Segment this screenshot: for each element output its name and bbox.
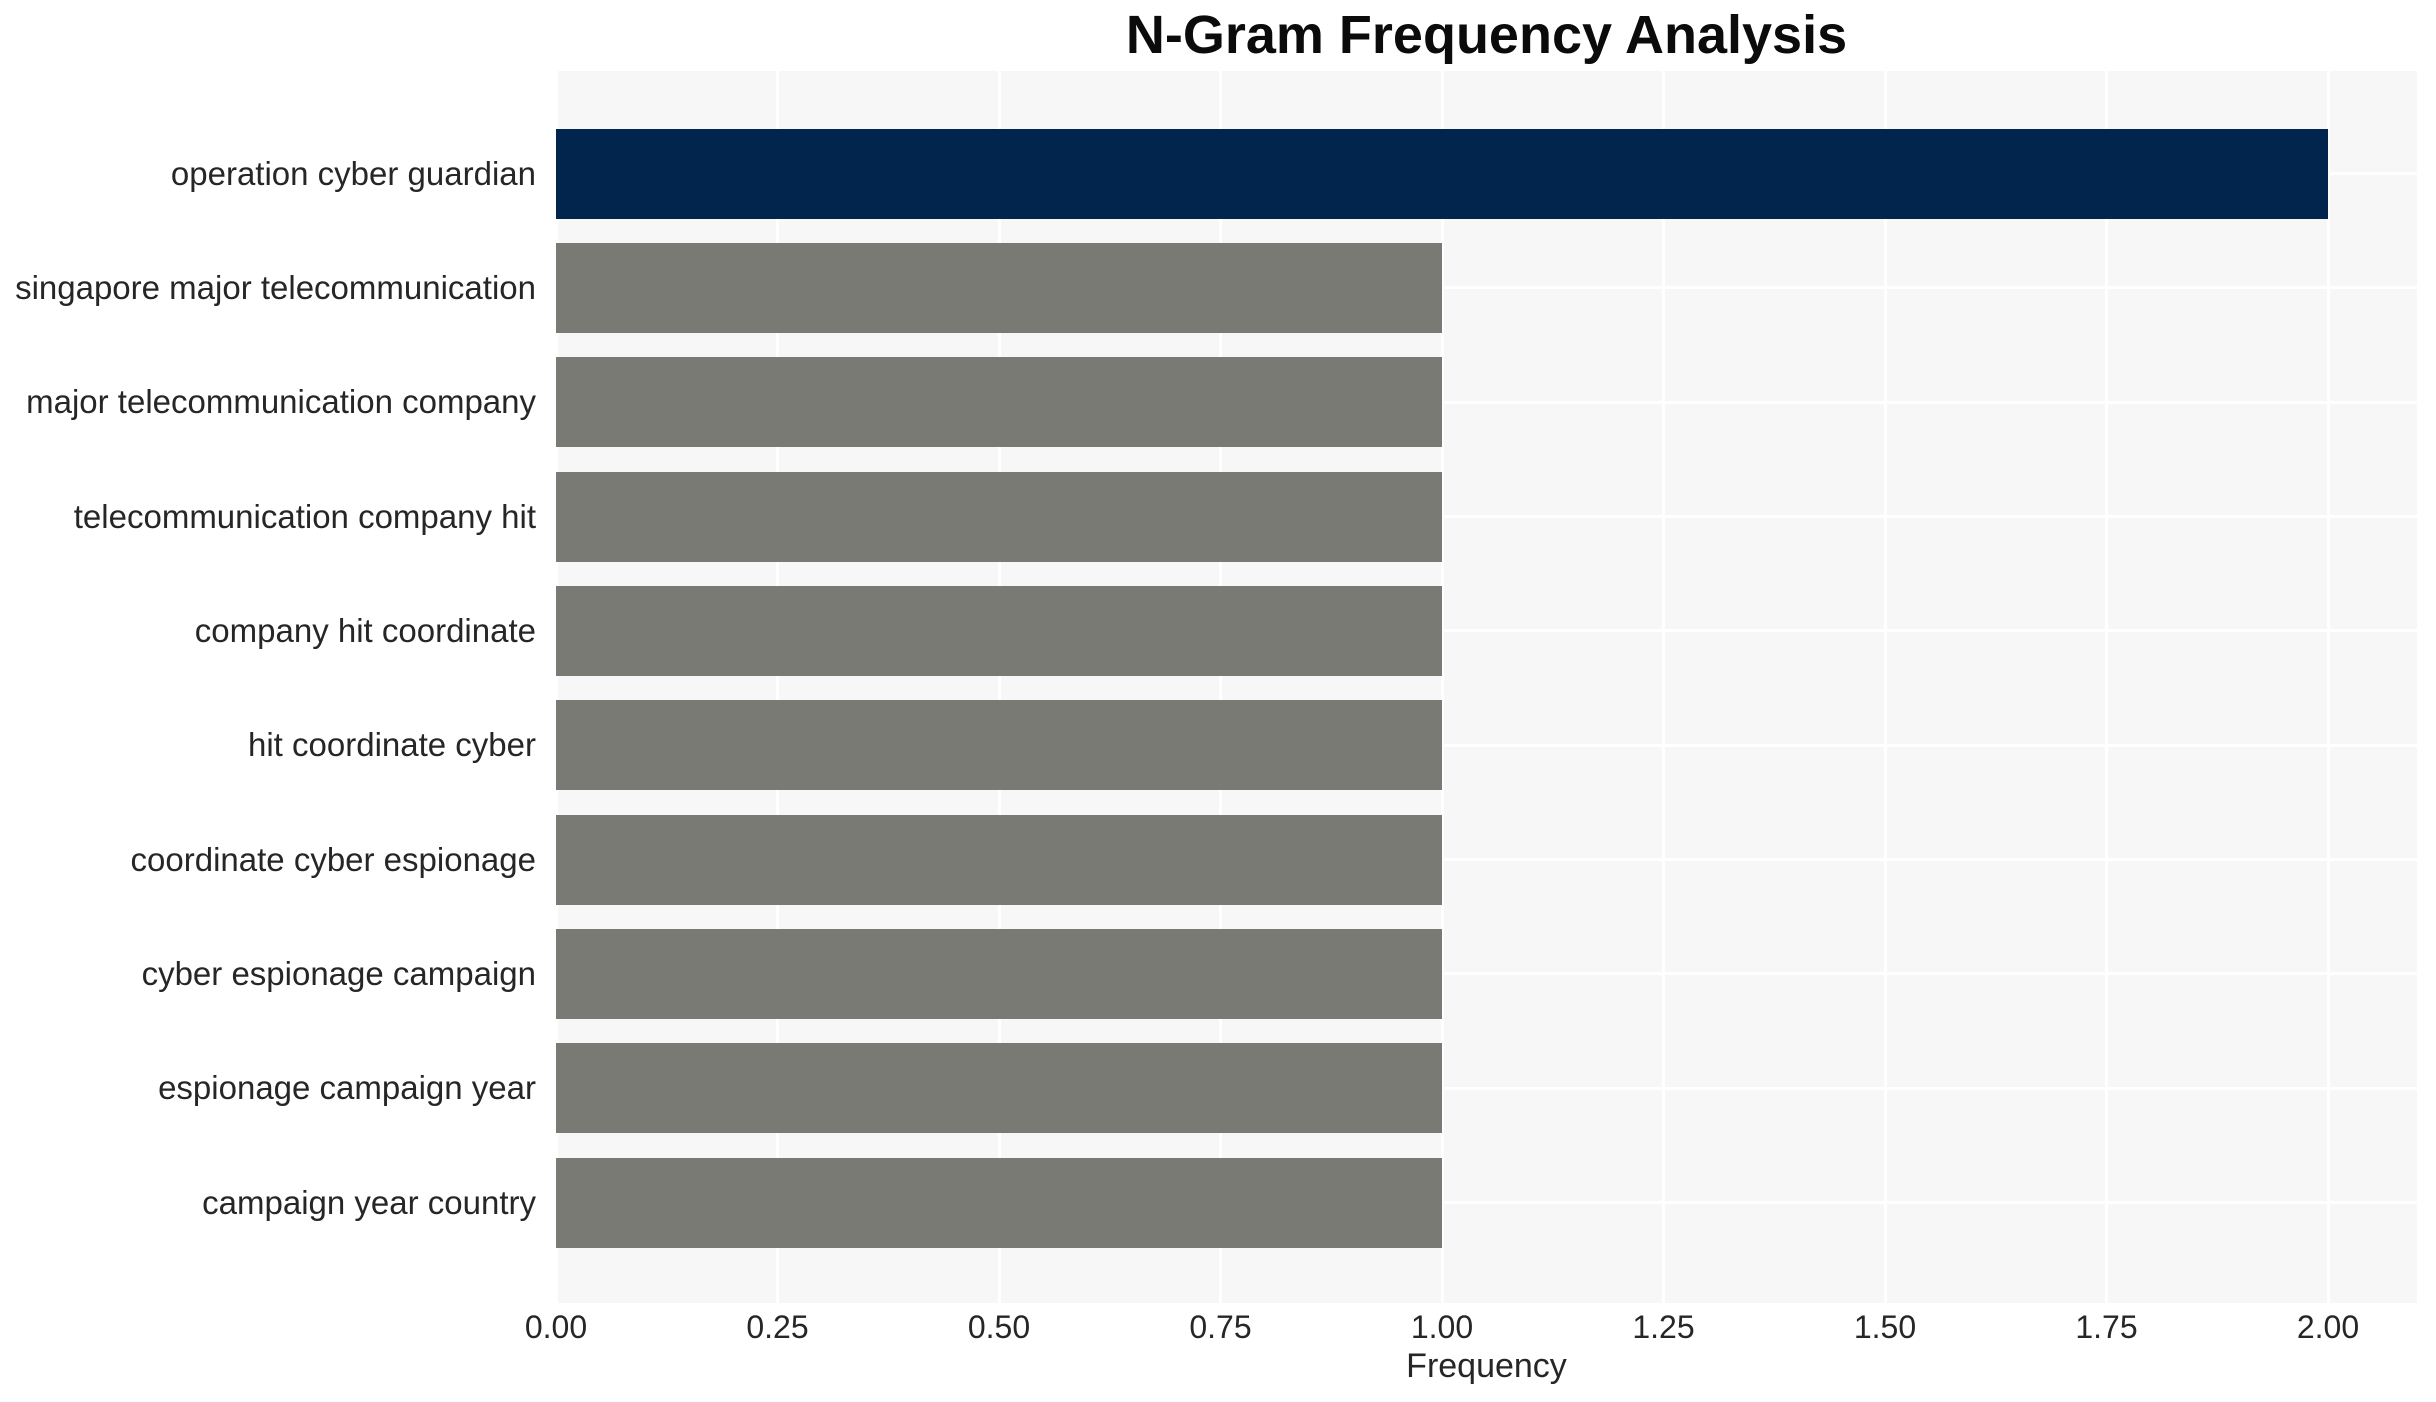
grid-line-vertical — [554, 71, 558, 1303]
grid-line-horizontal — [556, 515, 2417, 519]
x-tick-label: 1.00 — [1410, 1309, 1474, 1345]
grid-line-horizontal — [556, 629, 2417, 633]
chart-title: N-Gram Frequency Analysis — [1125, 5, 1848, 65]
bar — [556, 357, 1442, 448]
grid-line-horizontal — [556, 743, 2417, 747]
category-label: singapore major telecommunication — [15, 268, 536, 306]
grid-line-horizontal — [556, 1201, 2417, 1205]
bar — [556, 242, 1442, 333]
category-label: cyber espionage campaign — [141, 954, 536, 992]
bar — [556, 1157, 1442, 1248]
bar — [556, 814, 1442, 905]
grid-line-vertical — [1883, 71, 1887, 1303]
x-tick-label: 0.25 — [746, 1309, 809, 1345]
category-label: hit coordinate cyber — [248, 726, 536, 764]
bar — [556, 1043, 1442, 1134]
bar — [556, 128, 2328, 219]
category-label: telecommunication company hit — [73, 497, 536, 535]
y-axis-category-labels: operation cyber guardian singapore major … — [0, 0, 546, 1402]
bar — [556, 585, 1442, 676]
grid-line-horizontal — [556, 1086, 2417, 1090]
grid-line-horizontal — [556, 972, 2417, 976]
category-label: operation cyber guardian — [170, 154, 536, 192]
grid-line-vertical — [776, 71, 779, 1303]
grid-line-vertical — [2105, 71, 2108, 1303]
category-label: company hit coordinate — [194, 611, 536, 649]
grid-line-vertical — [1440, 71, 1444, 1303]
x-tick-label: 0.75 — [1189, 1309, 1252, 1345]
x-tick-label: 1.50 — [1853, 1309, 1917, 1345]
plot-area — [554, 71, 2417, 1303]
bar — [556, 700, 1442, 791]
x-tick-label: 1.25 — [1632, 1309, 1695, 1345]
x-tick-label: 0.50 — [967, 1309, 1031, 1345]
bar — [556, 471, 1442, 562]
x-axis-label: Frequency — [1406, 1347, 1567, 1385]
category-label: espionage campaign year — [158, 1069, 536, 1107]
category-label: major telecommunication company — [26, 383, 536, 421]
grid-line-vertical — [997, 71, 1001, 1303]
x-tick-label: 2.00 — [2296, 1309, 2360, 1345]
grid-line-vertical — [1662, 71, 1665, 1303]
grid-line-horizontal — [556, 400, 2417, 404]
category-label: campaign year country — [202, 1183, 536, 1221]
x-tick-label: 1.75 — [2075, 1309, 2138, 1345]
grid-line-vertical — [2326, 71, 2330, 1303]
bar — [556, 928, 1442, 1019]
category-label: coordinate cyber espionage — [130, 840, 536, 878]
grid-line-horizontal — [556, 286, 2417, 290]
grid-line-horizontal — [556, 858, 2417, 862]
grid-line-vertical — [1219, 71, 1222, 1303]
